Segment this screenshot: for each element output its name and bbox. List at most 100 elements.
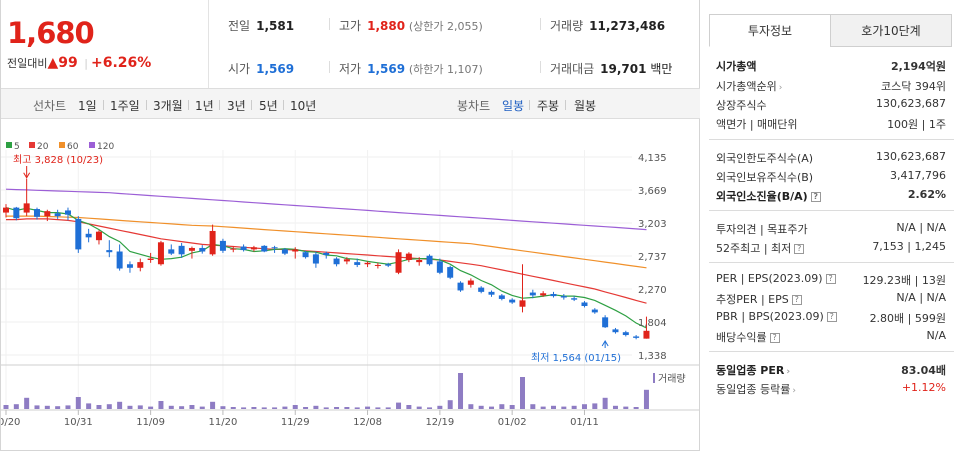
legend-swatch	[59, 142, 65, 148]
volume-bar	[65, 405, 71, 409]
candle-body	[550, 293, 557, 297]
candle-body	[95, 231, 102, 241]
volume-bar	[323, 407, 329, 409]
help-icon[interactable]: ?	[769, 333, 780, 343]
period-10y[interactable]: 10년	[290, 99, 317, 113]
help-icon[interactable]: ?	[825, 274, 836, 284]
volume-bar	[230, 407, 236, 409]
legend-swatch	[89, 142, 95, 148]
divider	[540, 61, 541, 73]
candle-daily[interactable]: 일봉	[502, 99, 525, 113]
y-tick-label: 4,135	[638, 153, 667, 164]
candle-body	[54, 213, 61, 217]
low-annotation: 최저 1,564 (01/15)	[531, 352, 621, 364]
ma-legend: 5 20 60 120	[6, 142, 114, 152]
candlesticks	[3, 178, 650, 340]
volume-bar	[643, 389, 649, 409]
volume-bar	[406, 405, 412, 409]
candle-body	[571, 298, 578, 300]
y-tick-label: 1,804	[638, 318, 667, 329]
volume-bar	[86, 403, 92, 409]
stat-volume: 거래량 11,273,486	[550, 19, 666, 33]
period-1y[interactable]: 1년	[195, 99, 214, 113]
volume-bar	[117, 401, 123, 409]
volume-bar	[189, 405, 195, 409]
candle-body	[240, 246, 247, 251]
x-tick-label: 11/29	[281, 417, 310, 428]
volume-bar	[581, 404, 587, 409]
help-icon[interactable]: ?	[810, 192, 821, 202]
x-tick-label: 01/02	[498, 417, 527, 428]
candle-body	[478, 287, 485, 292]
help-icon[interactable]: ?	[791, 295, 802, 305]
volume-bar	[251, 407, 257, 409]
stat-prev-close: 전일 1,581	[228, 19, 295, 33]
candle-body	[33, 209, 40, 217]
volume-bar	[148, 406, 154, 409]
candle-body	[281, 249, 288, 254]
y-tick-label: 1,338	[638, 351, 667, 362]
volume-bar	[499, 404, 505, 409]
volume-bar	[633, 407, 639, 409]
candle-body	[467, 280, 474, 285]
legend-label: 20	[37, 142, 49, 152]
period-3m[interactable]: 3개월	[153, 99, 183, 113]
y-axis: 4,135 3,669 3,203 2,737 2,270 1,804 1,338	[638, 153, 667, 362]
y-tick-label: 2,737	[638, 252, 667, 263]
candle-body	[333, 258, 340, 265]
volume-bar	[334, 407, 340, 409]
tab-orderbook[interactable]: 호가10단계	[830, 14, 952, 47]
volume-bar	[623, 406, 629, 409]
candle-body	[302, 252, 309, 258]
tab-invest-info[interactable]: 투자정보	[709, 14, 831, 47]
volume-bar	[396, 402, 402, 409]
chart-toolbar: 선차트 1일 1주일 3개월 1년 3년 5년 10년 봉차트 일봉 주봉 월봉	[1, 88, 700, 119]
change-up-arrow-icon: ▲	[47, 55, 59, 71]
candle-body	[591, 309, 598, 313]
volume-bar	[385, 407, 391, 409]
candle-body	[426, 255, 433, 265]
volume-bar	[365, 406, 371, 409]
candle-body	[271, 247, 278, 249]
volume-bar	[509, 405, 515, 409]
help-icon[interactable]: ?	[826, 312, 837, 322]
period-3y[interactable]: 3년	[227, 99, 246, 113]
candle-body	[250, 247, 257, 250]
divider	[540, 18, 541, 30]
price-box: 1,680 전일대비▲99 | +6.26%	[1, 0, 209, 88]
candle-body	[622, 332, 629, 336]
volume-bar	[427, 407, 433, 409]
candle-chart-label: 봉차트	[457, 99, 491, 113]
candle-body	[529, 292, 536, 296]
candle-body	[261, 245, 268, 252]
period-1d[interactable]: 1일	[78, 99, 97, 113]
candle-body	[23, 203, 30, 213]
candle-body	[354, 262, 361, 265]
candle-body	[219, 240, 226, 251]
help-icon[interactable]: ?	[794, 244, 805, 254]
stock-chart: 5 20 60 120 4,135 3,669 3,203 2,737 2,270 1,804 1…	[1, 142, 699, 428]
period-5y[interactable]: 5년	[259, 99, 278, 113]
candle-body	[488, 291, 495, 295]
x-tick-label: 10/31	[64, 417, 93, 428]
chevron-right-icon: ›	[786, 367, 791, 377]
legend-swatch	[6, 142, 12, 148]
volume-bar	[478, 405, 484, 409]
volume-bar	[468, 404, 474, 409]
info-panel: 투자정보 호가10단계 시가총액 2,194억원 시가총액순위 › 코스닥 394위 …	[709, 14, 954, 451]
volume-bar	[550, 405, 556, 409]
candle-body	[137, 262, 144, 268]
candle-body	[509, 299, 516, 303]
volume-bar	[127, 405, 133, 409]
volume-bar	[3, 405, 9, 409]
period-1w[interactable]: 1주일	[110, 99, 140, 113]
candle-weekly[interactable]: 주봉	[537, 99, 560, 113]
candle-body	[581, 302, 588, 307]
candle-body	[3, 207, 9, 213]
candle-body	[188, 247, 195, 251]
candle-body	[364, 262, 371, 265]
candle-monthly[interactable]: 월봉	[574, 99, 597, 113]
chevron-right-icon: ›	[792, 386, 796, 396]
volume-bar	[540, 406, 546, 409]
volume-bar	[158, 401, 164, 409]
